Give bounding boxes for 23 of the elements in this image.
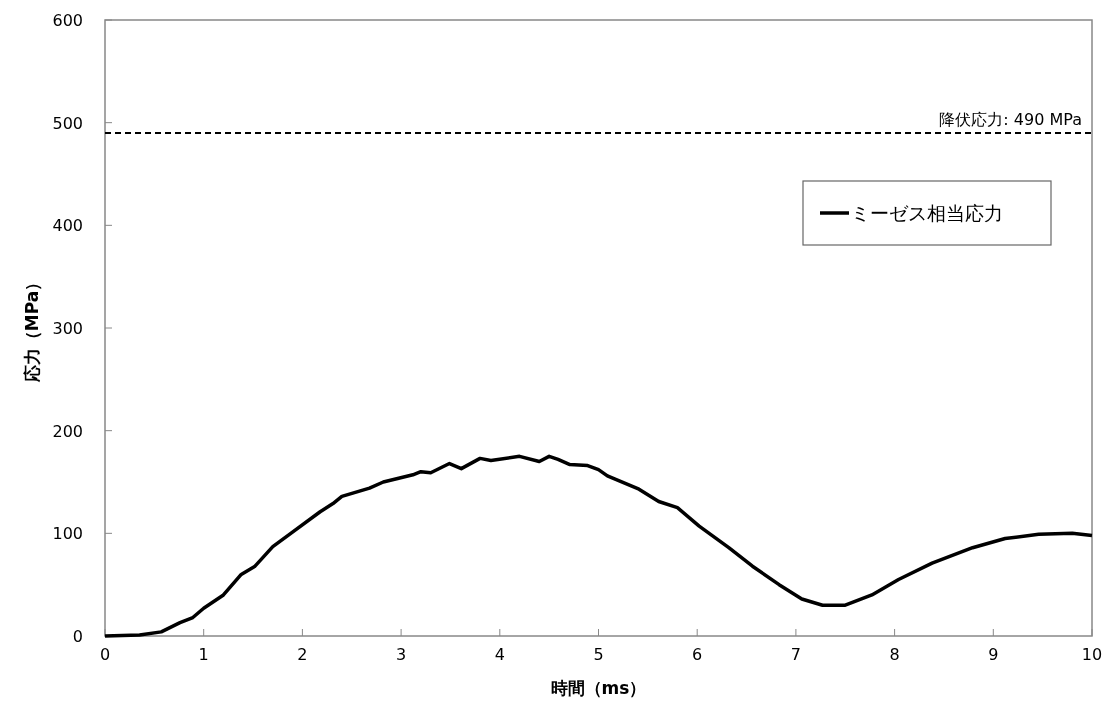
x-tick-label: 3: [396, 645, 407, 664]
y-tick-label: 0: [72, 627, 83, 646]
y-tick-label: 400: [52, 216, 83, 236]
x-tick-label: 7: [790, 645, 801, 664]
ref-line-label: 降伏応力: 490 MPa: [939, 109, 1082, 129]
x-tick-label: 6: [692, 645, 703, 664]
y-tick-label: 600: [52, 11, 83, 30]
x-tick-label: 1: [198, 645, 209, 664]
line-series: [103, 454, 1094, 638]
x-tick-label: 5: [593, 645, 604, 664]
y-tick-label: 500: [52, 113, 83, 133]
y-axis-title: 応力（MPa）: [22, 273, 42, 384]
x-tick-label: 8: [889, 645, 900, 664]
x-axis-title: 時間（ms）: [550, 678, 647, 698]
x-tick-label: 4: [494, 645, 505, 664]
y-tick-label: 300: [52, 319, 83, 338]
x-tick-label: 0: [99, 645, 111, 664]
legend-label: ミーゼス相当応力: [851, 202, 1003, 224]
x-tick-label: 9: [988, 645, 999, 664]
y-tick-label: 100: [52, 524, 83, 544]
x-tick-label: 10: [1081, 645, 1103, 664]
y-tick-label: 200: [52, 421, 83, 441]
x-tick-label: 2: [297, 645, 308, 664]
